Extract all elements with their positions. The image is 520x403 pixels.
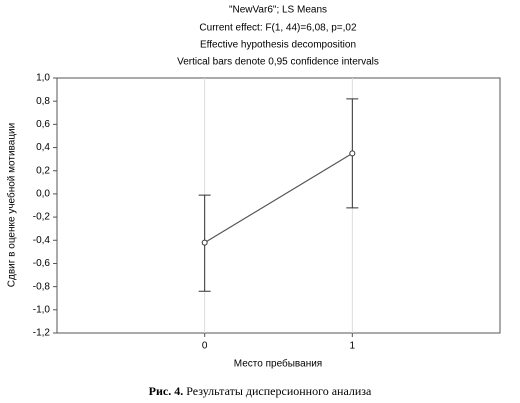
line xyxy=(204,152,353,244)
y-tick-label: 0,4 xyxy=(36,142,50,153)
point xyxy=(201,239,208,246)
point xyxy=(349,150,356,157)
caption-text: Результаты дисперсионного анализа xyxy=(186,384,372,398)
y-tick-label: -0,2 xyxy=(33,212,51,223)
y-tick-label: 1,0 xyxy=(36,73,50,84)
y-tick-label: 0,8 xyxy=(36,96,50,107)
y-tick-label: 0,0 xyxy=(36,189,50,200)
y-tick-label: -0,4 xyxy=(33,235,51,246)
chart-subtitle: Current effect: F(1, 44)=6,08, p=,02 xyxy=(199,23,357,34)
x-axis-label: Место пребывания xyxy=(234,358,322,370)
y-tick-label: -1,0 xyxy=(33,304,51,315)
y-axis-label: Сдвиг в оценке учебной мотивации xyxy=(6,123,18,287)
y-tick-label: -0,8 xyxy=(33,281,51,292)
y-tick-label: -1,2 xyxy=(33,328,51,339)
caption: Рис. 4. Результаты дисперсионного анализ… xyxy=(149,384,372,398)
chart-subtitle: Effective hypothesis decomposition xyxy=(200,40,356,51)
y-tick-label: 0,6 xyxy=(36,119,50,130)
chart-subtitle: Vertical bars denote 0,95 confidence int… xyxy=(177,57,379,68)
x-tick-label: 1 xyxy=(350,341,356,352)
plot-frame xyxy=(56,77,501,334)
y-tick-label: 0,2 xyxy=(36,165,50,176)
x-tick-label: 0 xyxy=(202,341,208,352)
chart-title: "NewVar6"; LS Means xyxy=(229,5,327,16)
y-tick-label: -0,6 xyxy=(33,258,51,269)
caption-label: Рис. 4. xyxy=(149,384,184,398)
